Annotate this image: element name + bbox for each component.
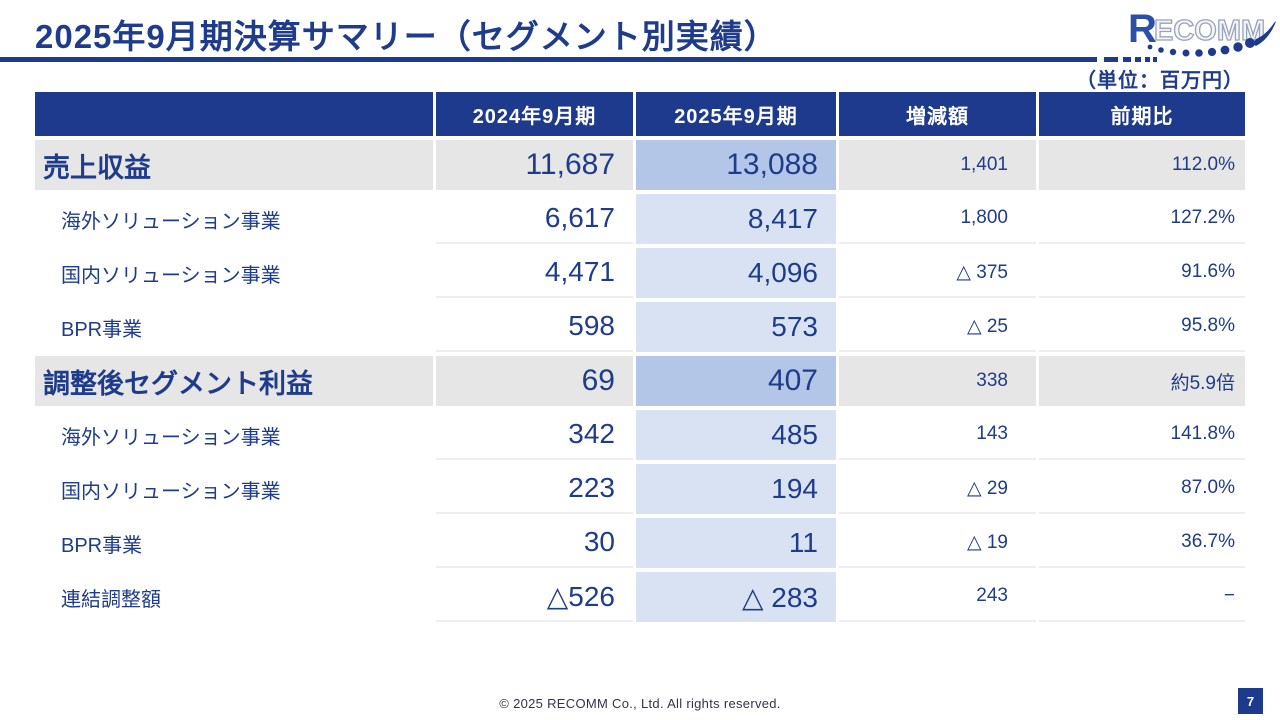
cell-ratio: 36.7%	[1039, 518, 1245, 568]
cell-2025: 485	[636, 410, 836, 460]
cell-2025: 573	[636, 302, 836, 352]
cell-2024: 342	[436, 410, 633, 460]
cell-2025: △ 283	[636, 572, 836, 622]
cell-diff: △ 25	[839, 302, 1036, 352]
cell-ratio: 95.8%	[1039, 302, 1245, 352]
title-underline	[0, 57, 1097, 62]
cell-2024: △526	[436, 572, 633, 622]
cell-2024: 4,471	[436, 248, 633, 298]
cell-diff: 1,401	[839, 140, 1036, 190]
table-row: 海外ソリューション事業 6,617 8,417 1,800 127.2%	[35, 194, 1245, 244]
page-number-badge: 7	[1238, 688, 1263, 714]
cell-label: BPR事業	[35, 518, 433, 568]
cell-2024: 69	[436, 356, 633, 406]
page-number: 7	[1246, 693, 1255, 709]
cell-ratio: −	[1039, 572, 1245, 622]
recomm-logo: R ECOMM	[1128, 2, 1278, 68]
table-row: 海外ソリューション事業 342 485 143 141.8%	[35, 410, 1245, 460]
cell-label: 調整後セグメント利益	[35, 356, 433, 406]
cell-label: 売上収益	[35, 140, 433, 190]
cell-diff: △ 375	[839, 248, 1036, 298]
recomm-logo-graphic: R ECOMM	[1128, 7, 1276, 57]
cell-ratio: 約5.9倍	[1039, 356, 1245, 406]
cell-ratio: 141.8%	[1039, 410, 1245, 460]
cell-2025: 13,088	[636, 140, 836, 190]
cell-2024: 6,617	[436, 194, 633, 244]
cell-label: 海外ソリューション事業	[35, 194, 433, 244]
svg-text:R: R	[1128, 7, 1157, 51]
cell-2025: 194	[636, 464, 836, 514]
cell-2025: 407	[636, 356, 836, 406]
table-row: BPR事業 598 573 △ 25 95.8%	[35, 302, 1245, 352]
cell-diff: 338	[839, 356, 1036, 406]
segment-results-table: 2024年9月期 2025年9月期 増減額 前期比 売上収益 11,687 13,0…	[35, 92, 1245, 626]
header-cell-2025: 2025年9月期	[636, 92, 836, 136]
table-row: 売上収益 11,687 13,088 1,401 112.0%	[35, 140, 1245, 190]
cell-2025: 4,096	[636, 248, 836, 298]
cell-diff: 143	[839, 410, 1036, 460]
title-underline-dash	[1153, 57, 1157, 62]
cell-ratio: 91.6%	[1039, 248, 1245, 298]
cell-diff: △ 29	[839, 464, 1036, 514]
cell-diff: 1,800	[839, 194, 1036, 244]
cell-label: 国内ソリューション事業	[35, 464, 433, 514]
table-row: BPR事業 30 11 △ 19 36.7%	[35, 518, 1245, 568]
cell-2025: 8,417	[636, 194, 836, 244]
table-header-row: 2024年9月期 2025年9月期 増減額 前期比	[35, 92, 1245, 136]
cell-2024: 11,687	[436, 140, 633, 190]
table-row: 国内ソリューション事業 223 194 △ 29 87.0%	[35, 464, 1245, 514]
table-row: 調整後セグメント利益 69 407 338 約5.9倍	[35, 356, 1245, 406]
table-row: 国内ソリューション事業 4,471 4,096 △ 375 91.6%	[35, 248, 1245, 298]
title-underline-dash	[1123, 57, 1131, 62]
table-row: 連結調整額 △526 △ 283 243−	[35, 572, 1245, 622]
title-underline-dash	[1104, 57, 1118, 62]
cell-ratio: 112.0%	[1039, 140, 1245, 190]
copyright-text: © 2025 RECOMM Co., Ltd. All rights reser…	[499, 696, 781, 711]
title-underline-dash	[1145, 57, 1150, 62]
cell-label: BPR事業	[35, 302, 433, 352]
cell-2024: 223	[436, 464, 633, 514]
header-cell-2024: 2024年9月期	[436, 92, 633, 136]
header-cell-ratio: 前期比	[1039, 92, 1245, 136]
page-title: 2025年9月期決算サマリー（セグメント別実績）	[35, 18, 778, 55]
cell-2025: 11	[636, 518, 836, 568]
cell-label: 国内ソリューション事業	[35, 248, 433, 298]
cell-label: 海外ソリューション事業	[35, 410, 433, 460]
cell-ratio: 87.0%	[1039, 464, 1245, 514]
logo-dot-swoosh	[1147, 21, 1276, 57]
cell-2024: 30	[436, 518, 633, 568]
table-body: 売上収益 11,687 13,088 1,401 112.0% 海外ソリューション事業 6,…	[35, 140, 1245, 622]
cell-ratio: 127.2%	[1039, 194, 1245, 244]
cell-diff: △ 19	[839, 518, 1036, 568]
cell-2024: 598	[436, 302, 633, 352]
unit-label: （単位：百万円）	[1076, 70, 1244, 92]
title-underline-dash	[1135, 57, 1141, 62]
header-cell-label	[35, 92, 433, 136]
cell-diff: 243	[839, 572, 1036, 622]
header-cell-diff: 増減額	[839, 92, 1036, 136]
cell-label: 連結調整額	[35, 572, 433, 622]
